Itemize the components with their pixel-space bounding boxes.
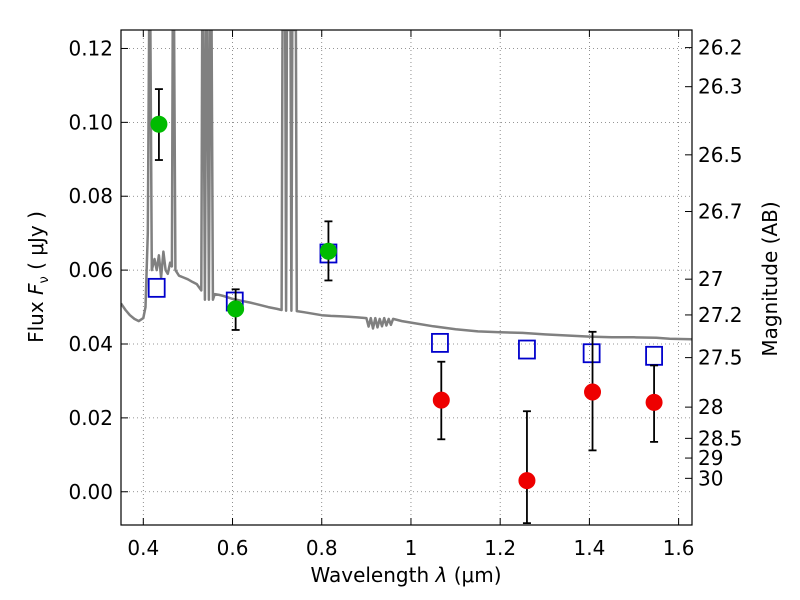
observed-flux-point — [645, 393, 663, 411]
model-flux-square — [518, 339, 536, 360]
y2-tick-label: 26.5 — [698, 143, 743, 167]
y-tick-label: 0.04 — [68, 332, 113, 356]
observed-flux-point — [518, 472, 536, 490]
axis-ticks: 0.4 0.6 0.8 1 1.2 1.4 1.6 0.00 0.02 0.04 0.06 0.08 0… — [68, 30, 743, 560]
x-tick-label: 0.4 — [127, 536, 159, 560]
x-tick-label: 1.4 — [573, 536, 605, 560]
observed-flux-point — [319, 242, 337, 260]
model-spectrum-line — [121, 30, 692, 341]
y2-tick-label: 26.2 — [698, 36, 743, 60]
y2-tick-label: 26.7 — [698, 200, 743, 224]
x-tick-label: 1.6 — [663, 536, 695, 560]
y2-tick-label: 26.3 — [698, 75, 743, 99]
grid-lines — [121, 30, 692, 525]
observed-flux-point — [432, 391, 450, 409]
y2-tick-label: 27 — [698, 267, 723, 291]
model-flux-square — [431, 332, 449, 353]
y2-tick-label: 27.2 — [698, 303, 743, 327]
y2-tick-label: 30 — [698, 466, 723, 490]
x-tick-label: 1.2 — [484, 536, 516, 560]
observed-flux-point — [227, 300, 245, 318]
model-flux-square — [645, 345, 663, 366]
y2-tick-label: 29 — [698, 446, 723, 470]
y-tick-label: 0.10 — [68, 110, 113, 134]
y-tick-label: 0.08 — [68, 184, 113, 208]
plot-area — [121, 30, 692, 525]
y-axis-label: Flux Fν ( μJy ) — [24, 211, 52, 343]
x-axis-label: Wavelength λ (μm) — [310, 563, 501, 587]
y-tick-label: 0.12 — [68, 36, 113, 60]
model-flux-square — [147, 277, 166, 298]
x-tick-label: 1 — [405, 536, 418, 560]
y2-axis-label: Magnitude (AB) — [758, 201, 782, 356]
y-tick-label: 0.00 — [68, 480, 113, 504]
y-tick-label: 0.06 — [68, 258, 113, 282]
x-tick-label: 0.8 — [306, 536, 338, 560]
plot-frame — [120, 29, 693, 526]
y2-tick-label: 28.5 — [698, 426, 743, 450]
y2-tick-label: 28 — [698, 395, 723, 419]
x-tick-label: 0.6 — [217, 536, 249, 560]
y-tick-label: 0.02 — [68, 406, 113, 430]
observed-flux-point — [150, 115, 168, 133]
observed-flux-point — [584, 383, 602, 401]
y2-tick-label: 27.5 — [698, 346, 743, 370]
